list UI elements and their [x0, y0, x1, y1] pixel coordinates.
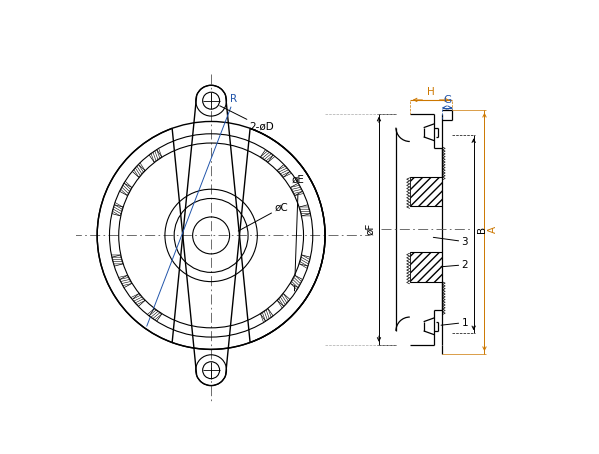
Polygon shape	[300, 205, 310, 216]
Text: øF: øF	[365, 223, 375, 235]
Polygon shape	[120, 276, 132, 287]
Polygon shape	[261, 309, 273, 321]
Polygon shape	[300, 255, 310, 266]
Polygon shape	[291, 183, 302, 196]
Text: øE: øE	[292, 175, 305, 291]
Text: R: R	[147, 94, 237, 326]
Text: B: B	[477, 226, 487, 233]
Polygon shape	[112, 255, 123, 266]
Polygon shape	[120, 183, 132, 196]
Text: H: H	[427, 87, 435, 97]
Polygon shape	[112, 205, 123, 216]
Text: 1: 1	[441, 317, 468, 327]
Text: G: G	[443, 95, 451, 105]
Text: 2-øD: 2-øD	[220, 106, 274, 132]
Text: øC: øC	[238, 203, 288, 231]
Polygon shape	[291, 276, 302, 287]
Text: 2: 2	[441, 260, 468, 270]
Polygon shape	[132, 294, 145, 306]
Text: A: A	[488, 226, 498, 233]
Polygon shape	[149, 150, 162, 162]
Polygon shape	[132, 165, 145, 177]
Polygon shape	[277, 294, 290, 306]
Polygon shape	[149, 309, 162, 321]
Text: 3: 3	[433, 237, 468, 247]
Polygon shape	[261, 150, 273, 162]
Polygon shape	[277, 165, 290, 177]
